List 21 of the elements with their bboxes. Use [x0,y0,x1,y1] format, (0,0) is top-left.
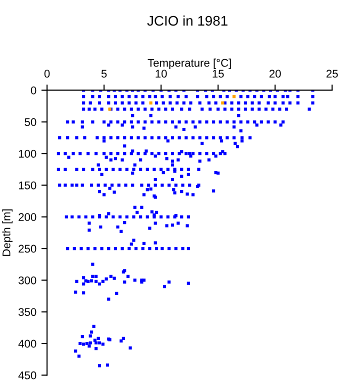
x-tick-label: 20 [270,70,281,78]
x-tick-label: 5 [101,70,107,78]
y-tick-label: 250 [18,244,36,253]
y-tick-label: 150 [18,181,36,190]
y-tick-label: 50 [24,118,36,126]
y-tick-label: 0 [30,86,36,94]
y-tick-label: 350 [18,308,36,316]
y-tick-label: 400 [18,340,36,348]
point [149,101,152,104]
x-tick-label: 25 [326,70,338,78]
y-tick-label: 200 [18,213,36,222]
x-tick-label: 15 [212,70,224,78]
y-tick-label: 100 [18,150,36,158]
x-tick-label: 0 [44,70,50,78]
y-axis-title: Depth [m] [2,209,13,256]
y-tick-label: 450 [18,371,36,380]
x-axis-title: Temperature [°C] [148,58,231,69]
x-tick-label: 10 [156,70,167,78]
point [232,95,236,98]
y-tick-label: 300 [18,276,36,284]
chart-title: JCIO in 1981 [147,16,228,26]
